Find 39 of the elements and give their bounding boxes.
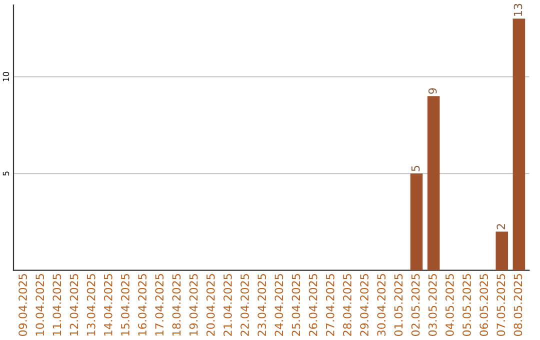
data-label: 9 [428,88,437,94]
x-tick-label: 22.04.2025 [240,274,249,336]
x-tick-label: 12.04.2025 [70,274,78,336]
x-tick-label: 14.04.2025 [104,274,112,336]
x-tick-label: 04.05.2025 [445,274,454,336]
x-tick-label: 18.04.2025 [172,274,181,336]
y-tick-label: 10 [2,72,10,82]
bar [496,232,508,270]
x-tick-label: 07.05.2025 [496,274,506,336]
x-tick-label: 05.05.2025 [462,274,471,336]
bar [410,174,423,270]
x-tick-label: 10.04.2025 [36,274,44,336]
x-tick-label: 11.04.2025 [52,274,62,336]
x-tick-label: 20.04.2025 [206,274,215,336]
x-tick-label: 21.04.2025 [223,274,232,336]
x-tick-label: 01.05.2025 [394,274,403,336]
x-tick-label: 13.04.2025 [86,274,96,336]
x-tick-label: 19.04.2025 [189,274,198,336]
x-tick-label: 17.04.2025 [155,274,164,336]
x-tick-label: 24.04.2025 [274,274,284,336]
data-label: 5 [411,166,420,172]
bar [512,18,526,270]
x-tick-label: 16.04.2025 [138,274,147,336]
x-tick-label: 09.04.2025 [18,274,27,336]
x-tick-label: 23.04.2025 [258,274,266,336]
x-tick-label: 27.04.2025 [326,274,334,336]
x-tick-label: 03.05.2025 [428,274,437,336]
x-tick-label: 25.04.2025 [292,274,300,336]
x-tick-label: 29.04.2025 [360,274,368,336]
bar [427,96,440,270]
x-tick-label: 28.04.2025 [343,274,352,336]
x-tick-label: 08.05.2025 [514,274,522,336]
x-tick-label: 30.04.2025 [377,274,386,336]
x-tick-label: 26.04.2025 [308,274,318,336]
x-tick-label: 15.04.2025 [121,274,130,336]
x-tick-label: 06.05.2025 [480,274,488,336]
data-label: 2 [496,224,505,230]
x-tick-label: 02.05.2025 [411,274,420,336]
data-label: 13 [514,4,522,16]
